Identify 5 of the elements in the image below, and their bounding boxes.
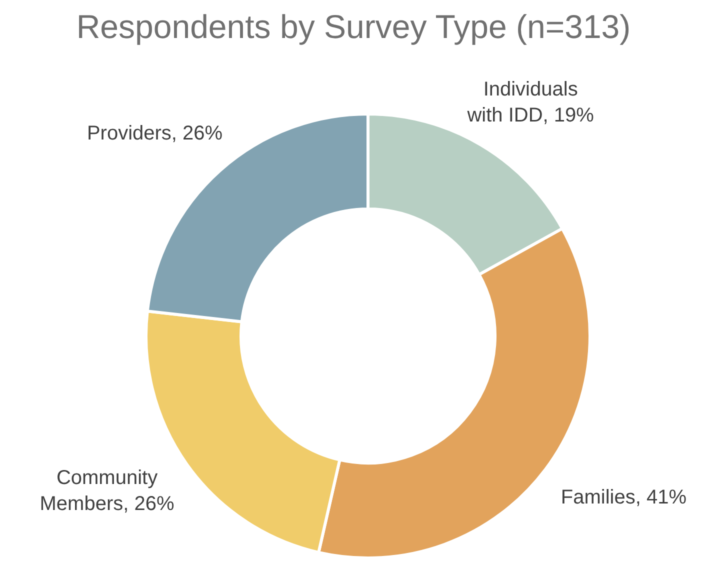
slice-label: Community Members, 26% [40,468,174,516]
slice-label: Families, 41% [560,486,687,509]
chart-title: Respondents by Survey Type (n=313) [76,8,631,45]
slice-label: Providers, 26% [86,122,223,145]
slice-label: Individuals with IDD, 19% [466,78,594,127]
